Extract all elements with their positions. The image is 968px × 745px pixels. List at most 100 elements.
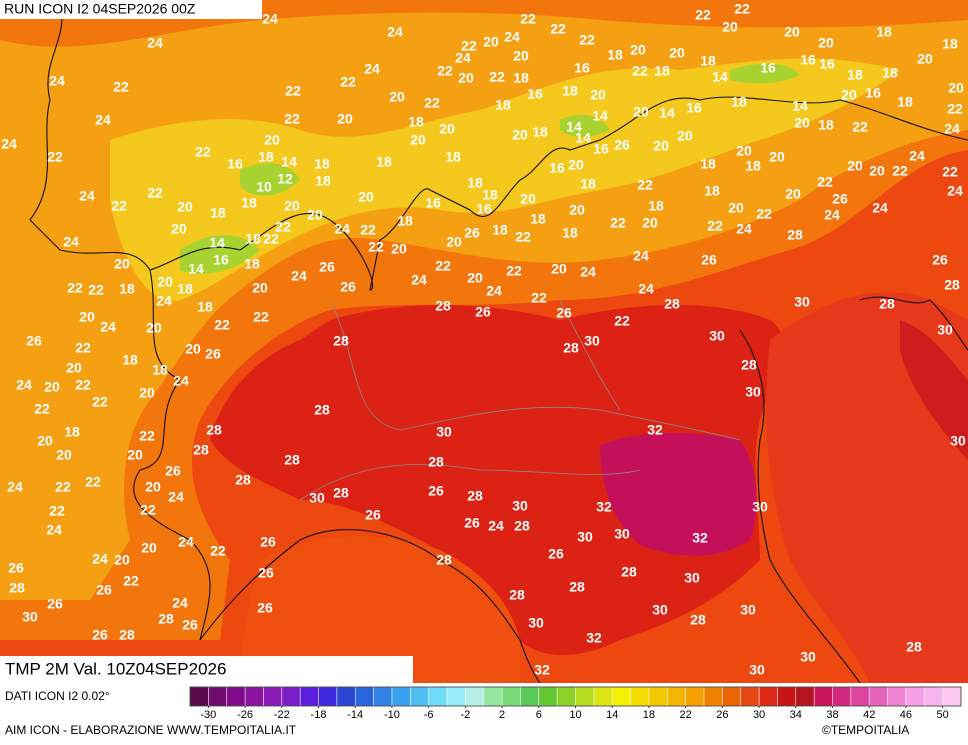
temperature-label: 22 — [88, 282, 104, 298]
temperature-label: 22 — [942, 164, 958, 180]
temperature-label: 24 — [168, 489, 184, 505]
temperature-label: 20 — [948, 80, 964, 96]
temperature-label: 20 — [114, 552, 130, 568]
temperature-label: 26 — [464, 515, 480, 531]
temperature-label: 22 — [263, 231, 279, 247]
temperature-label: 24 — [824, 207, 840, 223]
temperature-label: 24 — [100, 319, 116, 335]
temperature-label: 20 — [630, 42, 646, 58]
temperature-label: 20 — [569, 202, 585, 218]
temperature-label: 14 — [566, 119, 582, 135]
temperature-label: 18 — [607, 47, 623, 63]
temperature-label: 28 — [206, 422, 222, 438]
temperature-label: 22 — [67, 280, 83, 296]
temperature-label: 26 — [556, 305, 572, 321]
color-bin — [263, 686, 283, 707]
temperature-label: 26 — [257, 600, 273, 616]
temperature-label: 28 — [569, 579, 585, 595]
temperature-label: 28 — [879, 296, 895, 312]
temperature-label: 22 — [253, 309, 269, 325]
temperature-label: 20 — [677, 128, 693, 144]
temperature-label: 18 — [882, 65, 898, 81]
colorbar-tick-label: 34 — [790, 709, 802, 721]
temperature-label: 18 — [241, 195, 257, 211]
color-bin — [703, 686, 723, 707]
temperature-label: 18 — [122, 352, 138, 368]
temperature-label: 22 — [435, 258, 451, 274]
po-valley — [210, 305, 783, 655]
temperature-label: 20 — [141, 540, 157, 556]
color-bin — [887, 686, 907, 707]
temperature-label: 22 — [210, 543, 226, 559]
temperature-label: 16 — [819, 56, 835, 72]
temperature-label: 20 — [513, 48, 529, 64]
temperature-label: 26 — [548, 546, 564, 562]
color-bin — [575, 686, 595, 707]
colorbar-tick-label: 46 — [900, 709, 912, 721]
region-borders — [299, 299, 741, 501]
temperature-label: 18 — [244, 256, 260, 272]
temperature-label: 20 — [722, 19, 738, 35]
temperature-label: 24 — [455, 50, 471, 66]
temperature-label: 24 — [63, 234, 79, 250]
temperature-label: 20 — [79, 309, 95, 325]
colorbar-tick-label: 2 — [499, 709, 505, 721]
temperature-label: 26 — [47, 596, 63, 612]
temperature-label: 20 — [264, 132, 280, 148]
temperature-label: 14 — [281, 154, 297, 170]
color-bin — [373, 686, 393, 707]
temperature-label: 18 — [897, 94, 913, 110]
temperature-label: 22 — [34, 401, 50, 417]
color-bin — [189, 686, 209, 707]
temperature-label: 20 — [917, 51, 933, 67]
temperature-label: 30 — [22, 609, 38, 625]
temperature-label: 30 — [309, 490, 325, 506]
temperature-label: 32 — [596, 499, 612, 515]
colorbar-tick-label: 50 — [937, 709, 949, 721]
temperature-label: 20 — [847, 158, 863, 174]
temperature-label: 26 — [96, 582, 112, 598]
temperature-label: 18 — [704, 183, 720, 199]
temperature-label: 26 — [8, 560, 24, 576]
color-bin — [722, 686, 742, 707]
temperature-label: 18 — [700, 156, 716, 172]
temperature-label: 20 — [512, 127, 528, 143]
colorbar-tick-label: 42 — [863, 709, 875, 721]
color-bin — [556, 686, 577, 707]
temperature-label: 22 — [284, 111, 300, 127]
temperature-label: 28 — [906, 639, 922, 655]
temperature-label: 20 — [337, 111, 353, 127]
temperature-label: 22 — [437, 63, 453, 79]
temperature-label: 22 — [817, 174, 833, 190]
temperature-label: 26 — [165, 463, 181, 479]
temperature-label: 16 — [549, 160, 565, 176]
temperature-label: 20 — [642, 215, 658, 231]
color-bin — [813, 686, 834, 707]
temperature-label: 18 — [562, 83, 578, 99]
color-bin — [611, 686, 632, 707]
temperature-label: 28 — [514, 518, 530, 534]
temperature-label: 22 — [360, 222, 376, 238]
temperature-label: 18 — [314, 156, 330, 172]
temperature-label: 18 — [530, 211, 546, 227]
temperature-label: 28 — [436, 552, 452, 568]
temperature-label: 24 — [909, 148, 925, 164]
temperature-label: 18 — [876, 24, 892, 40]
temperature-label: 22 — [614, 313, 630, 329]
temperature-label: 22 — [756, 206, 772, 222]
temperature-label: 16 — [227, 156, 243, 172]
temperature-label: 28 — [158, 611, 174, 627]
colorbar-tick-label: -30 — [200, 709, 216, 721]
temperature-label: 20 — [818, 35, 834, 51]
temperature-label: 20 — [114, 256, 130, 272]
colorbar-tick-label: -26 — [237, 709, 253, 721]
temperature-label: 28 — [428, 454, 444, 470]
temperature-label: 28 — [333, 333, 349, 349]
temperature-label: 20 — [56, 447, 72, 463]
temperature-label: 26 — [258, 565, 274, 581]
emilia-hot — [600, 433, 757, 556]
temperature-label: 24 — [387, 24, 403, 40]
temperature-label: 22 — [550, 21, 566, 37]
temperature-label: 22 — [610, 215, 626, 231]
color-bin — [501, 686, 522, 707]
